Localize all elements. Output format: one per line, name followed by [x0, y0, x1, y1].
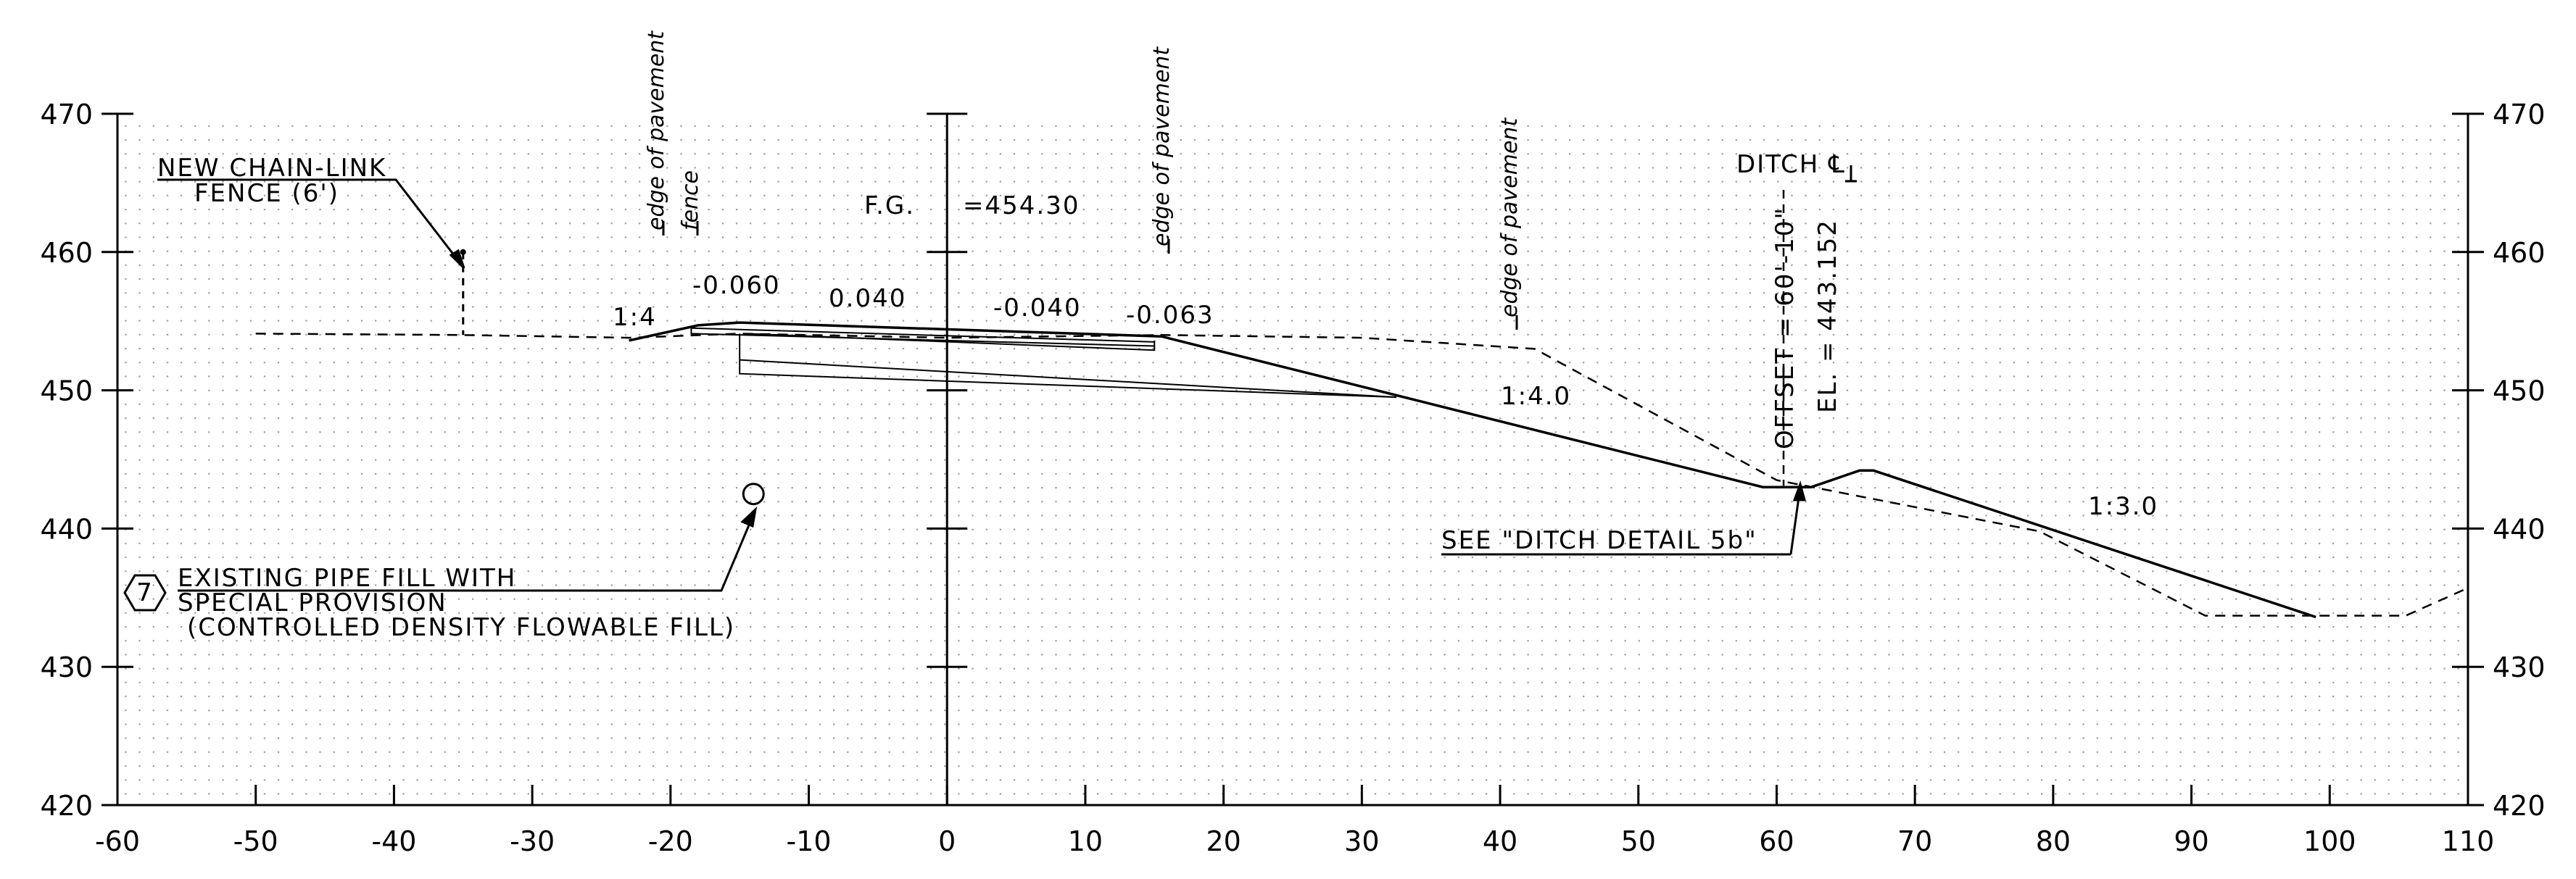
- x-tick-label: -60: [95, 825, 140, 857]
- y-tick-label-left: 460: [40, 237, 93, 269]
- pipe-note-line3: (CONTROLLED DENSITY FLOWABLE FILL): [187, 613, 735, 642]
- x-tick-label: 30: [1344, 825, 1379, 857]
- x-tick-label: 50: [1621, 825, 1656, 857]
- edge-of-pavement-label-left: edge of pavement: [644, 30, 669, 230]
- x-tick-label: 10: [1068, 825, 1103, 857]
- subbase-layer-outline: [739, 333, 1397, 399]
- ditch-elevation-label: EL. = 443.152: [1813, 219, 1842, 413]
- y-tick-label-left: 450: [40, 375, 93, 407]
- x-tick-label: -20: [648, 825, 693, 857]
- x-tick-label: 80: [2036, 825, 2071, 857]
- leader-lines: [123, 165, 1857, 612]
- pipe-note-arrow: [740, 506, 758, 528]
- grid-layer: [117, 114, 2468, 805]
- y-tick-label-right: 430: [2493, 651, 2546, 683]
- x-tick-label: 100: [2303, 825, 2356, 857]
- y-tick-label-left: 420: [40, 790, 93, 822]
- y-tick-label-left: 430: [40, 651, 93, 683]
- note-number: 7: [136, 578, 154, 607]
- slope-label-0040: 0.040: [829, 284, 906, 313]
- y-tick-label-left: 470: [40, 99, 93, 130]
- existing-pipe-circle: [742, 483, 765, 506]
- detail-layer: [460, 190, 1785, 506]
- pavement-layer-top: [691, 327, 1155, 343]
- ditch-centerline-label: DITCH ℄: [1736, 150, 1846, 179]
- edge-of-pavement-label-right: edge of pavement: [1497, 117, 1523, 317]
- y-tick-label-right: 470: [2493, 99, 2546, 130]
- x-tick-label: -10: [786, 825, 831, 857]
- x-tick-label: 70: [1897, 825, 1932, 857]
- pipe-note-line2: SPECIAL PROVISION: [178, 588, 447, 617]
- x-tick-label: -50: [233, 825, 278, 857]
- x-tick-label: -40: [371, 825, 416, 857]
- x-tick-label: -30: [510, 825, 555, 857]
- x-tick-label: 110: [2442, 825, 2495, 857]
- fence-leader-arrow: [449, 249, 465, 270]
- ditch-detail-callout: SEE "DITCH DETAIL 5b": [1441, 526, 1757, 555]
- x-tick-label: 60: [1759, 825, 1794, 857]
- finished-grade-label: F.G.: [864, 191, 915, 220]
- y-tick-label-left: 440: [40, 513, 93, 545]
- x-tick-label: 20: [1206, 825, 1241, 857]
- slope-label-neg-0040: -0.040: [993, 293, 1082, 322]
- slope-label-1-4: 1:4: [613, 303, 657, 332]
- x-tick-label: 40: [1483, 825, 1517, 857]
- new-fence-label-line2: FENCE (6'): [194, 179, 339, 208]
- slope-label-neg-0063: -0.063: [1126, 301, 1214, 330]
- pipe-note-leader: [178, 512, 755, 592]
- series-layer: [255, 321, 2469, 619]
- edge-of-pavement-label-center: edge of pavement: [1149, 46, 1175, 246]
- existing-ground-line: [255, 333, 2469, 617]
- proposed-grade-line: [629, 321, 2316, 619]
- y-tick-label-right: 460: [2493, 237, 2546, 269]
- x-tick-label: 90: [2174, 825, 2208, 857]
- pavement-layer-base: [746, 333, 1156, 351]
- fence-leader: [157, 178, 465, 269]
- pavement-layer-mid: [690, 328, 1155, 347]
- slope-label-1-30: 1:3.0: [2088, 492, 2158, 521]
- slope-label-neg-0060: -0.060: [692, 271, 781, 300]
- dotted-grid-field: [117, 114, 2468, 805]
- y-tick-label-right: 420: [2493, 790, 2546, 822]
- fence-label: fence: [678, 170, 703, 230]
- x-tick-label: 0: [938, 825, 956, 857]
- note-hexagon: [123, 574, 167, 612]
- subbase-layer-top: [740, 359, 1397, 399]
- finished-grade-value: =454.30: [963, 191, 1080, 220]
- fence-post-top: [460, 249, 466, 255]
- axes-layer: -60 -50 -40 -30 -20 -10 0 10 20 30 40 50 60 70 80 90 100…: [40, 99, 2545, 857]
- pipe-note-line1: EXISTING PIPE FILL WITH: [178, 564, 516, 593]
- slope-label-1-40: 1:4.0: [1501, 382, 1571, 411]
- ditch-offset-label: OFFSET = 60'-10": [1771, 207, 1800, 449]
- annotations: NEW CHAIN-LINK FENCE (6') edge of paveme…: [136, 30, 2158, 642]
- y-tick-label-right: 440: [2493, 513, 2546, 545]
- new-fence-label-line1: NEW CHAIN-LINK: [157, 154, 386, 183]
- ditch-detail-arrow: [1792, 480, 1806, 501]
- y-tick-label-right: 450: [2493, 375, 2546, 407]
